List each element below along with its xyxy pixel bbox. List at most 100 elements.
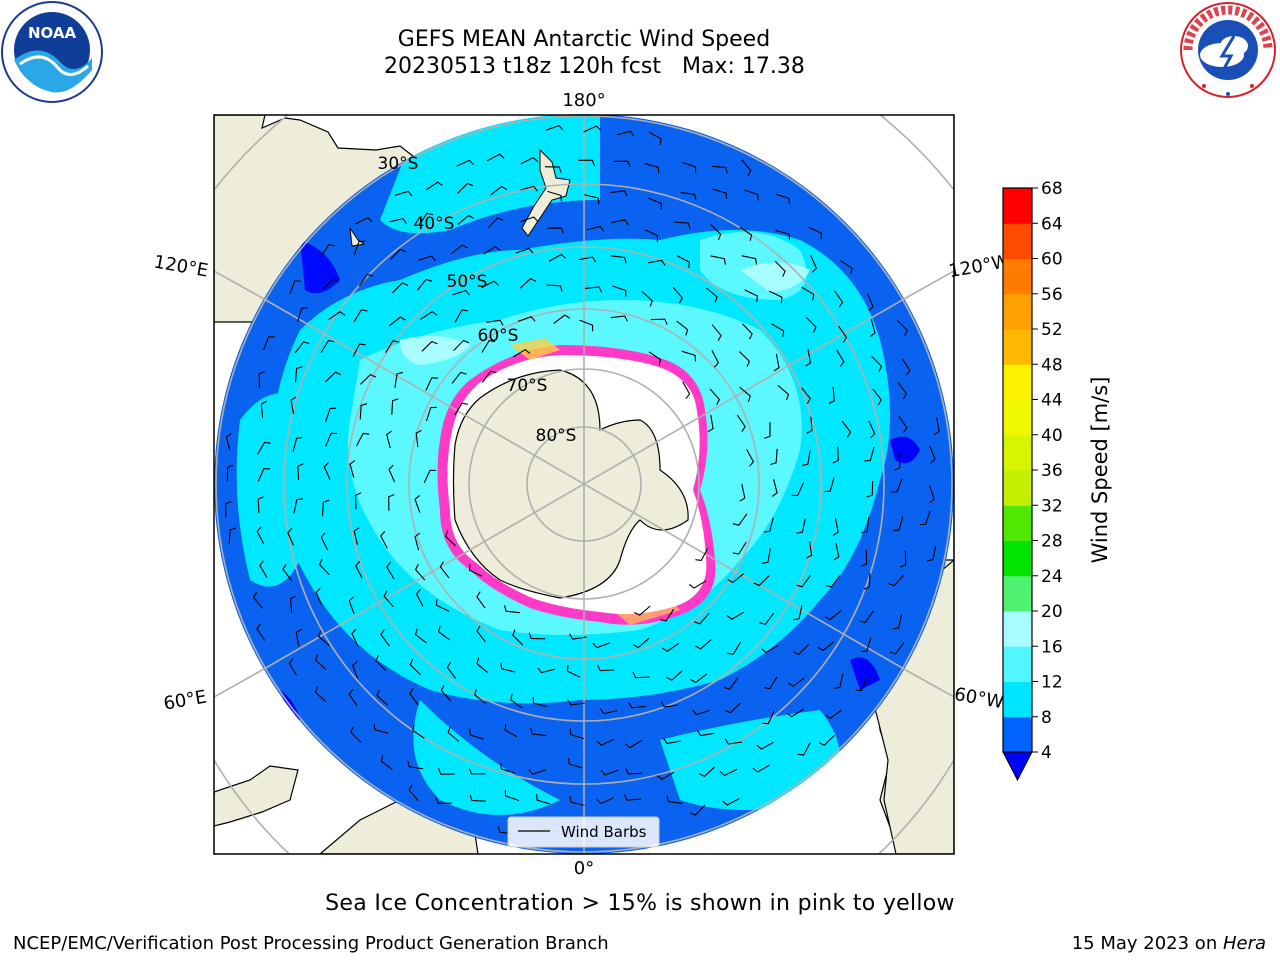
wind-barb [824, 610, 842, 621]
wind-barb [352, 343, 366, 357]
wind-barb [648, 259, 666, 266]
wind-barb [894, 453, 901, 471]
wind-barb [537, 667, 556, 674]
wind-barb [486, 319, 504, 326]
colorbar-tick-label: 8 [1041, 708, 1052, 728]
noaa-logo-text: NOAA [28, 24, 77, 42]
wind-barb [353, 309, 368, 323]
wind-barb [832, 518, 839, 536]
wind-barb [695, 639, 712, 650]
wind-barb [738, 351, 751, 367]
wind-barb [771, 323, 785, 337]
wind-barb [530, 728, 547, 737]
wind-barb [252, 591, 263, 609]
wind-barb [500, 662, 516, 673]
wind-barb [786, 708, 804, 718]
colorbar: 68 64 60 56 52 48 44 40 36 32 28 24 20 16 12 8 4 Wind Sp… [1002, 180, 1112, 782]
wind-barb [353, 240, 366, 255]
wind-barb [292, 436, 303, 452]
wind-barb [451, 244, 468, 254]
wind-barb [889, 642, 905, 655]
colorbar-bin [1003, 716, 1032, 753]
wind-barb [474, 688, 486, 704]
wind-barb [528, 632, 546, 640]
wind-barb [719, 768, 738, 777]
wind-barb [487, 153, 505, 162]
wind-barb [446, 662, 457, 679]
wind-barb [350, 726, 362, 743]
wind-barb [257, 496, 264, 514]
wind-barb [394, 371, 404, 388]
wind-barb [592, 642, 611, 649]
wind-barb [841, 420, 852, 438]
wind-barb [793, 605, 803, 621]
wind-barb [801, 286, 815, 301]
wind-barb [583, 125, 602, 133]
colorbar-bin [1003, 575, 1032, 612]
colorbar-tick-label: 4 [1041, 743, 1052, 763]
wind-barb [901, 358, 911, 376]
wind-barb [761, 548, 771, 564]
wind-barb [510, 693, 523, 709]
wind-barb [447, 726, 460, 742]
wind-barb [314, 686, 327, 703]
wind-barb [409, 659, 421, 675]
wind-barb [293, 498, 303, 514]
wind-barb [349, 460, 356, 478]
wind-barb [584, 194, 600, 205]
wind-barb [796, 518, 806, 534]
wind-barb [871, 355, 883, 372]
wind-barb [408, 784, 419, 802]
wind-barb [452, 289, 471, 296]
wind-barb [893, 516, 904, 532]
wind-barb [257, 441, 271, 455]
wind-barb [739, 386, 751, 402]
wind-barb [644, 229, 659, 242]
wind-barb [425, 181, 443, 191]
wind-barb [256, 526, 265, 545]
wind-barb [710, 255, 726, 265]
wind-barb [388, 464, 396, 483]
wind-barb [832, 446, 839, 464]
wind-barb [611, 219, 629, 226]
wind-barb [746, 449, 755, 467]
wind-barb [325, 407, 337, 422]
wind-barb [380, 531, 388, 549]
wind-barb [454, 402, 469, 416]
wind-barb [777, 384, 790, 401]
wind-barb [260, 400, 267, 418]
wind-barb [634, 605, 651, 616]
wind-barb [805, 316, 817, 333]
colorbar-tick-label: 56 [1041, 285, 1063, 305]
wind-barb [610, 255, 627, 264]
wind-barb [567, 699, 585, 706]
wind-barb [579, 319, 594, 332]
wind-barb [806, 416, 813, 434]
wind-barb [666, 670, 683, 681]
wind-barb [317, 630, 330, 646]
lat-label-40s: 40°S [414, 214, 455, 234]
colorbar-tick-label: 44 [1041, 391, 1063, 411]
wind-barb [710, 224, 722, 241]
wind-barb [808, 226, 822, 240]
wind-barb [648, 197, 662, 210]
colorbar-bin [1003, 470, 1032, 506]
wind-barb [320, 532, 329, 550]
wind-barb [644, 163, 660, 174]
colorbar-bin [1003, 505, 1032, 541]
wind-barb [833, 542, 840, 561]
colorbar-bin [1003, 646, 1032, 682]
wind-barb [810, 255, 818, 273]
wind-barb [380, 755, 393, 771]
wind-barb [394, 190, 413, 197]
wind-barb [490, 185, 508, 196]
wind-barb [824, 709, 842, 719]
colorbar-tick-label: 12 [1041, 673, 1063, 693]
colorbar-tick-label: 60 [1041, 250, 1063, 270]
wind-barb [834, 290, 844, 308]
legend-label: Wind Barbs [561, 823, 647, 841]
wind-barb [774, 260, 786, 277]
nws-logo [1180, 2, 1276, 98]
wind-barb [425, 377, 438, 391]
